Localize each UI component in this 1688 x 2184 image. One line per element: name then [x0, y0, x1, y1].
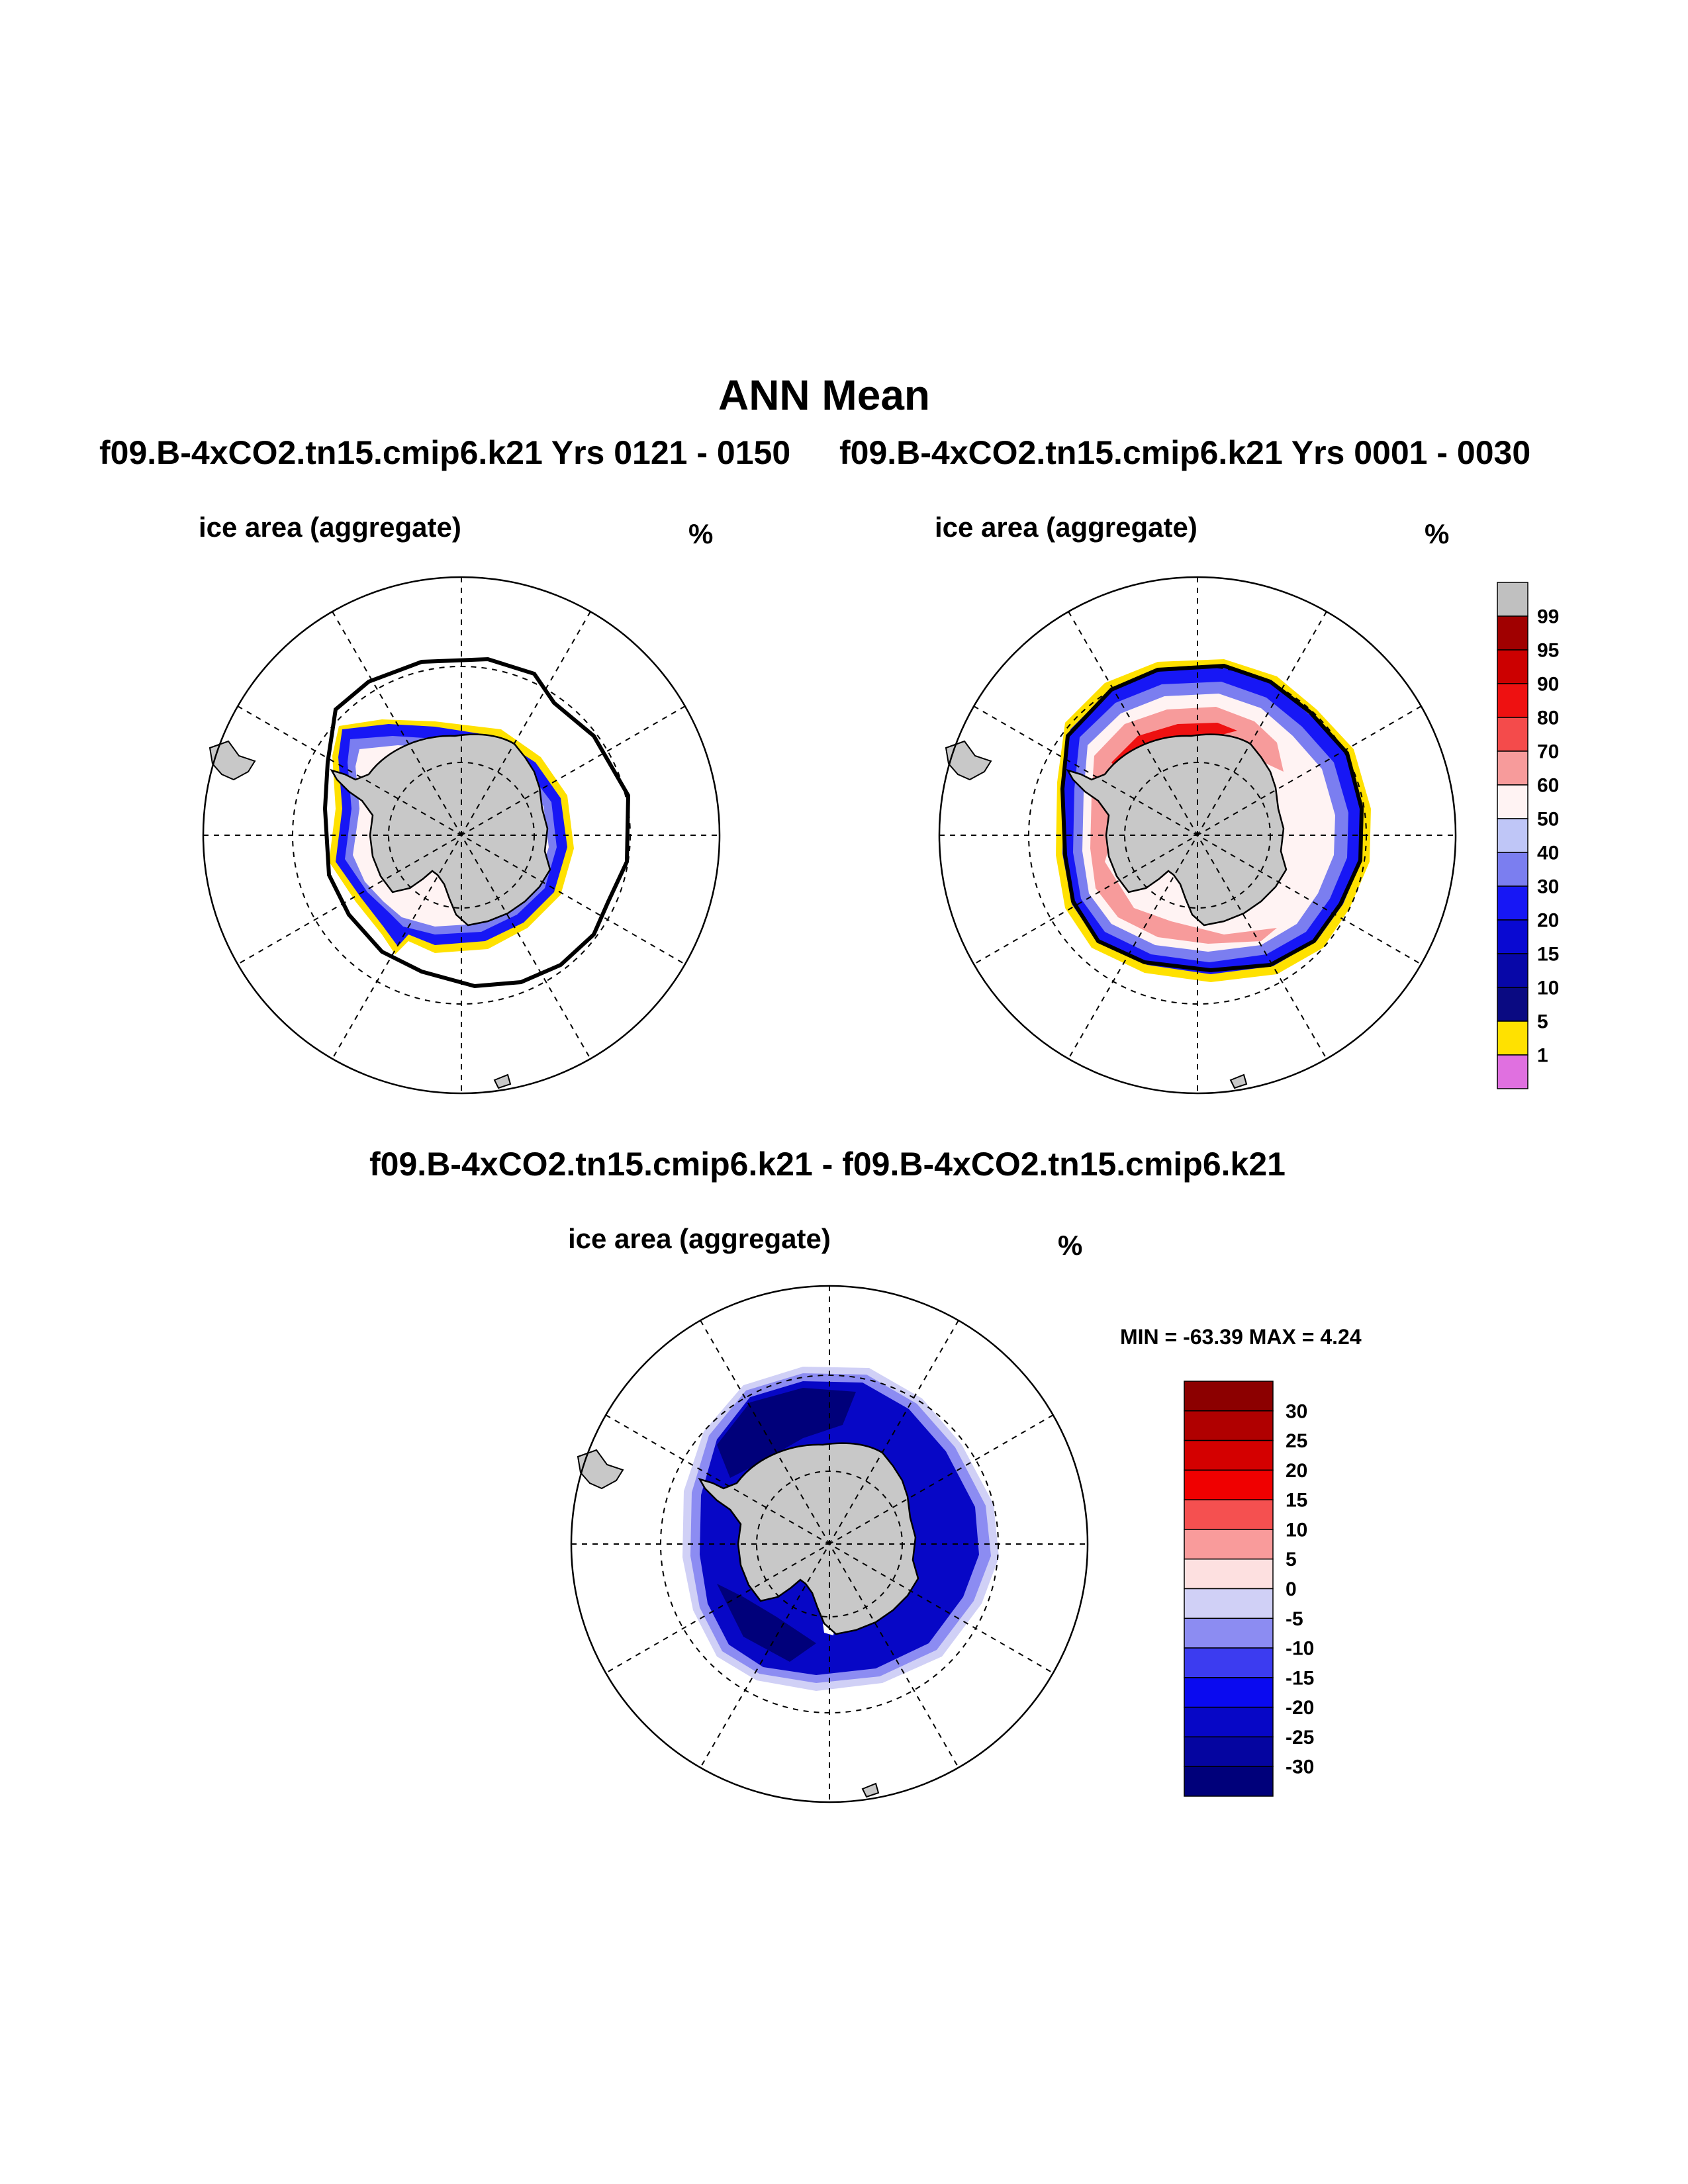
main-colorbar-tick-label: 70 — [1537, 741, 1559, 763]
main-colorbar-tick-label: 80 — [1537, 707, 1559, 729]
diff-panel-units-label: % — [1058, 1230, 1083, 1261]
diff-dark-core — [717, 1388, 856, 1662]
main-colorbar-swatch — [1497, 818, 1528, 853]
diff-colorbar-swatch — [1184, 1617, 1274, 1649]
diff-colorbar-tick-label: 0 — [1286, 1578, 1297, 1600]
right-panel-variable-label: ice area (aggregate) — [935, 512, 1197, 543]
main-colorbar-tick-label: 15 — [1537, 944, 1559, 966]
right-panel-run-title: f09.B-4xCO2.tn15.cmip6.k21 Yrs 0001 - 00… — [839, 434, 1531, 471]
diff-colorbar-tick-label: 25 — [1286, 1430, 1307, 1452]
diff-colorbar-swatch — [1184, 1529, 1274, 1560]
diff-colorbar-swatch — [1184, 1677, 1274, 1708]
diff-panel-variable-label: ice area (aggregate) — [568, 1223, 831, 1254]
main-colorbar-tick-label: 20 — [1537, 910, 1559, 932]
main-colorbar-tick-label: 95 — [1537, 640, 1559, 662]
right-polar-map — [938, 576, 1457, 1095]
diff-colorbar-tick-label: 5 — [1286, 1549, 1297, 1570]
diff-colorbar-swatch — [1184, 1706, 1274, 1738]
difference-polar-map — [570, 1285, 1089, 1803]
main-colorbar-tick-label: 10 — [1537, 978, 1559, 999]
main-colorbar-swatch — [1497, 852, 1528, 887]
main-colorbar-swatch — [1497, 953, 1528, 988]
left-panel-variable-label: ice area (aggregate) — [199, 512, 461, 543]
diff-colorbar-tick-label: -30 — [1286, 1756, 1314, 1778]
diff-small-island — [861, 1782, 880, 1798]
diff-colorbar-swatch — [1184, 1558, 1274, 1590]
main-colorbar-swatch — [1497, 717, 1528, 752]
main-colorbar-swatch — [1497, 683, 1528, 718]
diff-min-max-text: MIN = -63.39 MAX = 4.24 — [1120, 1325, 1362, 1349]
left-panel-run-title: f09.B-4xCO2.tn15.cmip6.k21 Yrs 0121 - 01… — [99, 434, 791, 471]
main-colorbar-tick-label: 60 — [1537, 775, 1559, 797]
diff-colorbar-swatch — [1184, 1410, 1274, 1441]
diff-colorbar-swatch — [1184, 1469, 1274, 1500]
diff-colorbar-swatch — [1184, 1647, 1274, 1678]
diff-colorbar-swatch — [1184, 1439, 1274, 1471]
main-colorbar-swatch — [1497, 649, 1528, 684]
diff-colorbar-tick-label: 15 — [1286, 1490, 1307, 1512]
left-panel-units-label: % — [688, 518, 714, 549]
main-colorbar-tick-label: 99 — [1537, 606, 1559, 628]
diff-colorbar-tick-label: 30 — [1286, 1400, 1307, 1422]
diff-colorbar-swatch — [1184, 1736, 1274, 1767]
left-observed-ice-edge-contour — [322, 657, 631, 989]
main-colorbar-swatch — [1497, 886, 1528, 921]
main-colorbar-swatch — [1497, 582, 1528, 617]
difference-panel-title: f09.B-4xCO2.tn15.cmip6.k21 - f09.B-4xCO2… — [369, 1146, 1286, 1183]
main-colorbar-tick-label: 90 — [1537, 674, 1559, 696]
diff-colorbar-tick-label: -20 — [1286, 1697, 1314, 1719]
right-observed-ice-edge-contour — [1060, 663, 1364, 973]
diff-colorbar-swatch — [1184, 1499, 1274, 1530]
main-colorbar-tick-label: 40 — [1537, 842, 1559, 864]
diff-colorbar-swatch — [1184, 1381, 1274, 1412]
main-colorbar-swatch — [1497, 919, 1528, 954]
left-polar-map — [202, 576, 721, 1095]
diff-colorbar-tick-label: -15 — [1286, 1667, 1314, 1689]
diff-colorbar-tick-label: -5 — [1286, 1608, 1303, 1630]
diff-colorbar-tick-label: -25 — [1286, 1727, 1314, 1749]
diff-colorbar-swatch — [1184, 1766, 1274, 1797]
left-small-island — [493, 1073, 512, 1089]
diff-colorbar-tick-label: 10 — [1286, 1519, 1307, 1541]
main-colorbar-swatch — [1497, 1021, 1528, 1056]
figure-title: ANN Mean — [718, 371, 931, 419]
right-panel-units-label: % — [1425, 518, 1450, 549]
diff-colorbar-swatch — [1184, 1588, 1274, 1619]
main-colorbar-swatch — [1497, 784, 1528, 819]
main-colorbar-tick-label: 5 — [1537, 1011, 1548, 1033]
main-colorbar-swatch — [1497, 615, 1528, 651]
main-colorbar-tick-label: 1 — [1537, 1045, 1548, 1067]
difference-colorbar: 30 25 20 15 10 5 0 -5 -10 -15 -20 -25 -30 — [1184, 1381, 1314, 1797]
main-colorbar-swatch — [1497, 1054, 1528, 1089]
diff-colorbar-tick-label: -10 — [1286, 1638, 1314, 1660]
main-colorbar-swatch — [1497, 751, 1528, 786]
main-colorbar-swatch — [1497, 987, 1528, 1022]
diff-colorbar-tick-label: 20 — [1286, 1460, 1307, 1482]
main-colorbar-tick-label: 30 — [1537, 876, 1559, 898]
main-colorbar-tick-label: 50 — [1537, 809, 1559, 831]
main-colorbar: 99 95 90 80 70 60 50 40 30 20 15 10 5 1 — [1497, 582, 1559, 1089]
right-small-island — [1229, 1073, 1248, 1089]
